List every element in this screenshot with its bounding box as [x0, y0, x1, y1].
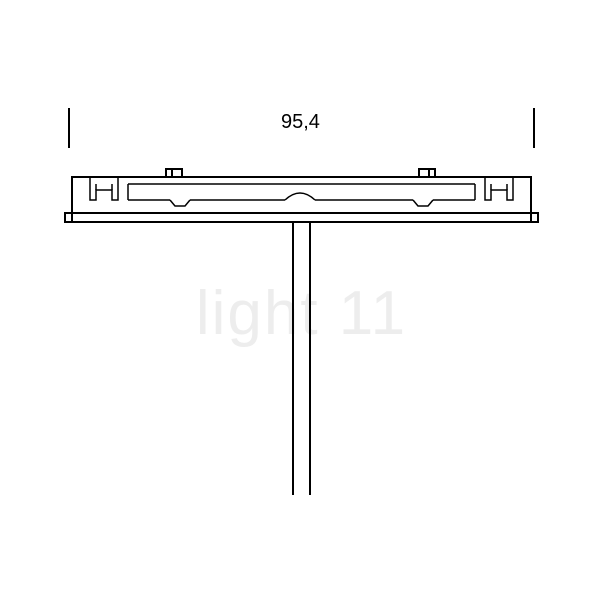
technical-drawing: [0, 0, 603, 603]
inner-rail: [128, 184, 475, 206]
top-nubs: [166, 169, 435, 177]
dimension-ticks: [69, 108, 534, 148]
cable-wires: [293, 222, 310, 495]
end-clips: [90, 177, 513, 200]
diagram-canvas: light 11 95,4: [0, 0, 603, 603]
